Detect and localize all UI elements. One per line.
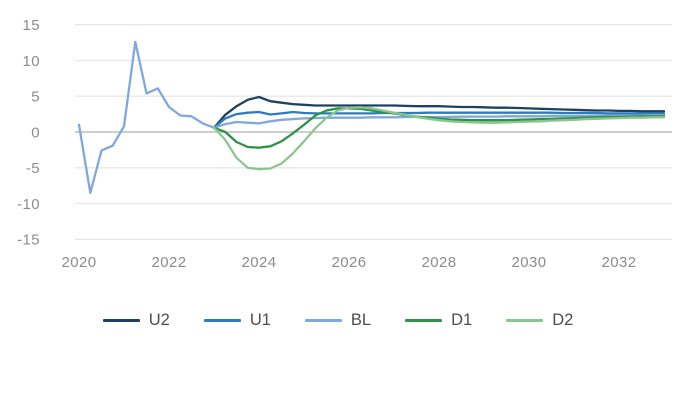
x-tick-label: 2030 (512, 254, 547, 271)
legend-swatch-u2 (102, 318, 140, 322)
legend-swatch-d1 (405, 318, 443, 322)
chart-legend: U2 U1 BL D1 D2 (0, 307, 676, 333)
legend-swatch-d2 (506, 318, 544, 322)
series-line-bl (77, 40, 666, 194)
x-tick-label: 2028 (422, 254, 457, 271)
legend-label-u2: U2 (148, 310, 170, 329)
x-tick-label: 2022 (152, 254, 187, 271)
y-tick-label: -5 (26, 160, 40, 177)
y-tick-label: 0 (31, 124, 40, 141)
y-tick-label: 15 (23, 17, 41, 34)
x-tick-label: 2026 (332, 254, 367, 271)
legend-item-d2: D2 (506, 311, 573, 330)
legend-swatch-u1 (203, 318, 241, 322)
legend-label-bl: BL (350, 310, 372, 329)
x-tick-label: 2020 (62, 254, 97, 271)
legend-item-u1: U1 (203, 310, 271, 330)
y-tick-label: 5 (31, 89, 40, 106)
legend-item-d1: D1 (405, 311, 472, 330)
y-tick-label: 10 (23, 53, 41, 70)
legend-label-u1: U1 (249, 310, 271, 329)
y-tick-label: -15 (17, 232, 40, 249)
x-tick-label: 2032 (602, 254, 637, 271)
legend-swatch-bl (304, 318, 342, 322)
legend-item-u2: U2 (102, 310, 170, 330)
series-line-d1 (212, 107, 666, 149)
legend-item-bl: BL (304, 310, 372, 330)
legend-label-d1: D1 (451, 310, 473, 329)
series-line-d2 (212, 106, 666, 171)
legend-label-d2: D2 (552, 310, 574, 329)
y-tick-label: -10 (17, 196, 40, 213)
series-line-u2 (212, 95, 666, 129)
x-tick-label: 2024 (242, 254, 277, 271)
series-line-u1 (212, 110, 666, 129)
chart-svg: 15 10 5 0 -5 -10 -15 2020 2022 2024 2026 2028 2030 20… (17, 17, 672, 271)
